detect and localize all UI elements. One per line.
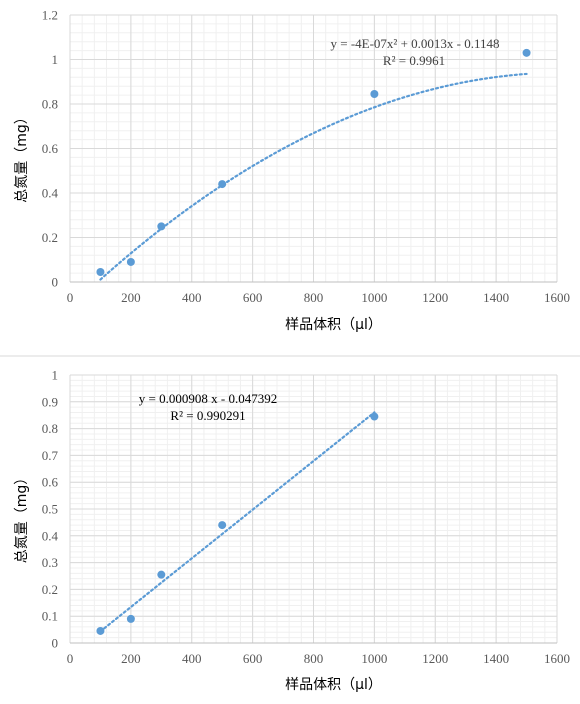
x-tick-label: 1000 <box>361 290 387 305</box>
x-tick-label: 200 <box>121 651 141 666</box>
x-axis-title: 样品体积（μl） <box>285 317 382 333</box>
x-tick-label: 800 <box>304 651 324 666</box>
x-tick-label: 400 <box>182 290 202 305</box>
y-tick-label: 0 <box>52 275 59 290</box>
x-tick-label: 1600 <box>544 290 570 305</box>
x-tick-label: 1400 <box>483 651 509 666</box>
y-tick-label: 0.2 <box>42 230 58 245</box>
x-tick-label: 600 <box>243 651 263 666</box>
x-tick-label: 200 <box>121 290 141 305</box>
y-tick-label: 0 <box>52 636 59 651</box>
x-tick-label: 600 <box>243 290 263 305</box>
x-tick-label: 1600 <box>544 651 570 666</box>
y-tick-label: 0.7 <box>42 448 59 463</box>
trendline-equation: y = 0.000908 x - 0.047392 <box>139 391 277 406</box>
x-tick-label: 0 <box>67 651 74 666</box>
data-point <box>126 257 135 266</box>
y-tick-label: 0.4 <box>42 186 59 201</box>
trendline <box>99 411 376 633</box>
data-point <box>157 222 166 231</box>
y-tick-label: 0.9 <box>42 394 58 409</box>
y-tick-label: 0.4 <box>42 528 59 543</box>
trendline-r-squared: R² = 0.990291 <box>170 408 245 423</box>
chart-bottom: 0 200 400 600 800 1000 1200 1400 1600 0 0.1 0.2 0.3 0… <box>14 368 570 694</box>
trendline-equation: y = -4E-07x² + 0.0013x - 0.1148 <box>330 36 499 51</box>
y-tick-label: 0.6 <box>42 475 59 490</box>
x-tick-label: 400 <box>182 651 202 666</box>
x-tick-label: 1200 <box>422 651 448 666</box>
y-tick-label: 1 <box>52 368 59 383</box>
y-tick-label: 0.5 <box>42 502 58 517</box>
data-point <box>522 48 531 57</box>
y-tick-label: 0.1 <box>42 609 58 624</box>
data-point <box>370 89 379 98</box>
data-point <box>218 521 227 530</box>
chart-top: 0 200 400 600 800 1000 1200 1400 1600 0 0.2 0.4 0.6 0… <box>14 8 570 334</box>
y-axis-title: 总氮量（mg） <box>14 471 30 564</box>
x-tick-label: 0 <box>67 290 74 305</box>
x-tick-label: 1400 <box>483 290 509 305</box>
data-point <box>370 412 379 421</box>
y-tick-label: 0.8 <box>42 421 58 436</box>
y-tick-label: 1.2 <box>42 8 58 23</box>
trendline-r-squared: R² = 0.9961 <box>383 53 445 68</box>
x-tick-label: 1200 <box>422 290 448 305</box>
data-point <box>96 267 105 276</box>
x-tick-label: 800 <box>304 290 324 305</box>
y-tick-label: 1 <box>52 52 59 67</box>
y-tick-label: 0.8 <box>42 97 58 112</box>
y-tick-label: 0.3 <box>42 555 58 570</box>
data-point <box>218 180 227 189</box>
x-tick-label: 1000 <box>361 651 387 666</box>
y-tick-label: 0.2 <box>42 582 58 597</box>
data-point <box>96 626 105 635</box>
trendline <box>99 72 528 281</box>
data-point <box>126 614 135 623</box>
y-axis-title: 总氮量（mg） <box>14 110 30 203</box>
x-axis-title: 样品体积（μl） <box>285 677 382 693</box>
data-point <box>157 570 166 579</box>
y-tick-label: 0.6 <box>42 141 59 156</box>
